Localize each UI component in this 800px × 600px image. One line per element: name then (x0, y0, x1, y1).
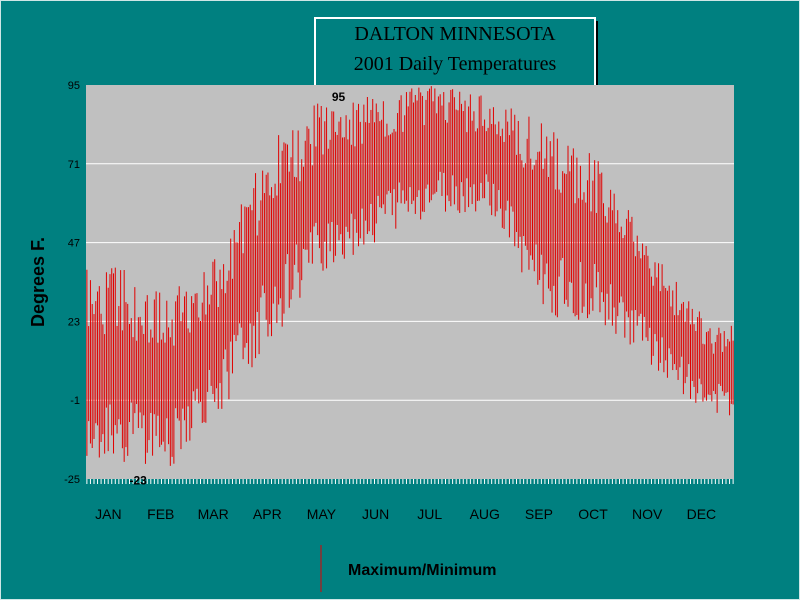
x-tick-label: SEP (525, 506, 553, 522)
annotation-label: 95 (332, 90, 346, 104)
y-tick-label: 23 (68, 316, 80, 328)
x-tick-label: JAN (95, 506, 121, 522)
x-axis-ticks: JAN FEB MAR APR MAY JUN JUL AUG SEP OCT NOV DEC (95, 506, 716, 522)
legend-label: Maximum/Minimum (348, 562, 496, 579)
x-tick-label: DEC (687, 506, 717, 522)
title-box (314, 17, 596, 87)
y-axis-label: Degrees F. (28, 237, 48, 327)
x-tick-label: MAY (307, 506, 337, 522)
annotation-label: -23 (129, 473, 147, 487)
x-tick-label: MAR (198, 506, 229, 522)
y-tick-label: -25 (64, 474, 80, 486)
chart-title-line-1: DALTON MINNESOTA (354, 23, 556, 45)
chart-title-line-2: 2001 Daily Temperatures (354, 53, 557, 75)
x-tick-label: NOV (632, 506, 663, 522)
y-tick-label: 47 (68, 238, 80, 250)
x-tick-label: APR (253, 506, 282, 522)
x-tick-label: AUG (470, 506, 500, 522)
annotations: 95 -23 (129, 90, 345, 487)
temperature-series (86, 86, 734, 466)
y-axis-ticks: 95 71 47 23 -1 -25 (64, 80, 80, 486)
y-tick-label: 95 (68, 80, 80, 92)
x-tick-label: JUN (362, 506, 389, 522)
day-ticks (86, 479, 734, 484)
y-tick-label: 71 (68, 159, 80, 171)
x-tick-label: JUL (417, 506, 442, 522)
y-tick-label: -1 (70, 395, 80, 407)
x-tick-label: OCT (578, 506, 608, 522)
x-tick-label: FEB (147, 506, 174, 522)
